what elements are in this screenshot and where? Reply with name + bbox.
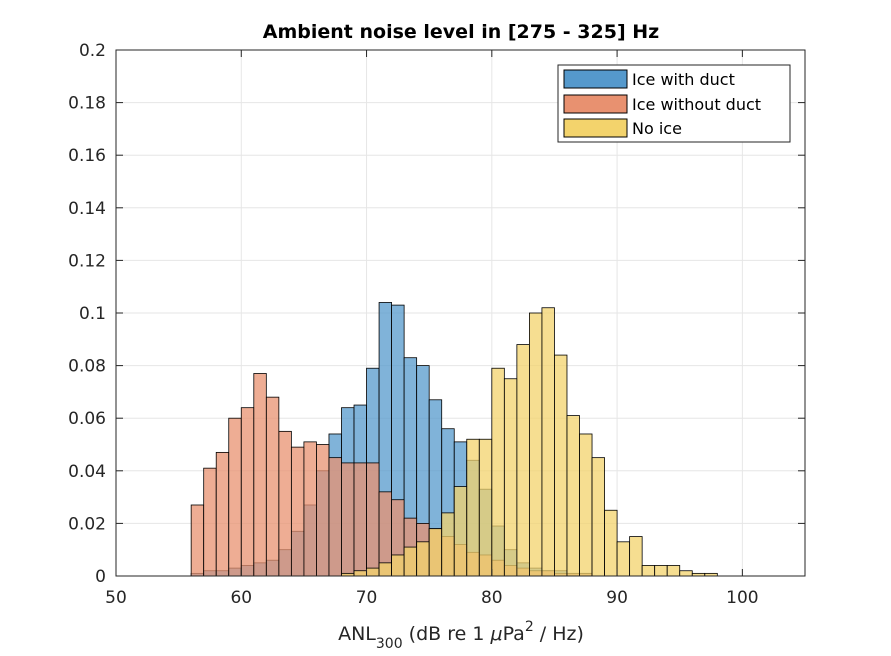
- histogram-bar: [240, 407, 255, 577]
- histogram-bar: [353, 570, 367, 577]
- histogram-bar: [366, 462, 380, 577]
- histogram-bar: [253, 373, 267, 577]
- histogram-bar: [203, 467, 217, 577]
- x-axis-label-unit: Pa: [503, 623, 525, 645]
- histogram-bar: [541, 307, 555, 577]
- legend-label-ice-with-duct: Ice with duct: [632, 70, 735, 89]
- histogram-bar: [516, 344, 530, 577]
- histogram-bar: [378, 562, 392, 577]
- histogram-bar: [654, 565, 668, 577]
- x-tick-label: 50: [105, 588, 127, 608]
- histogram-bar: [303, 441, 317, 577]
- y-tick-label: 0.06: [68, 409, 106, 429]
- x-tick-label: 100: [726, 588, 758, 608]
- legend-label-no-ice: No ice: [632, 119, 682, 138]
- series-no-ice: [341, 307, 718, 577]
- y-tick-label: 0.14: [68, 199, 106, 219]
- y-tick-label: 0.16: [68, 146, 106, 166]
- histogram-bar: [529, 312, 543, 577]
- histogram-bar: [265, 396, 280, 577]
- x-axis-label-suffix: / Hz): [534, 623, 584, 645]
- x-tick-label: 70: [356, 588, 378, 608]
- histogram-bar: [503, 378, 518, 577]
- tick-marks: [115, 49, 805, 577]
- chart-title: Ambient noise level in [275 - 325] Hz: [263, 21, 659, 43]
- histogram-bar: [228, 417, 242, 577]
- legend-label-ice-without-duct: Ice without duct: [632, 95, 761, 114]
- bars-layer: [190, 302, 718, 577]
- histogram-bar: [641, 565, 656, 577]
- histogram-bar: [591, 457, 605, 577]
- x-tick-label: 60: [230, 588, 252, 608]
- histogram-bar: [428, 528, 443, 577]
- histogram-bar: [554, 354, 568, 577]
- x-tick-label: 90: [606, 588, 628, 608]
- y-tick-label: 0.1: [79, 304, 106, 324]
- x-axis-label-subscript: 300: [376, 636, 403, 652]
- y-tick-label: 0.02: [68, 514, 106, 534]
- histogram-bar: [491, 367, 505, 577]
- histogram-bar: [290, 446, 305, 577]
- y-tick-label: 0.04: [68, 462, 106, 482]
- legend-swatch-ice-with-duct: [563, 69, 628, 89]
- histogram-bar: [416, 541, 430, 577]
- x-tick-labels: 50 60 70 80 90 100: [105, 588, 758, 608]
- histogram-bar: [616, 541, 631, 577]
- histogram-bar: [679, 570, 693, 577]
- histogram-bar: [604, 509, 618, 577]
- histogram-bar: [391, 554, 405, 577]
- x-axis-label-prefix: (dB re 1: [403, 623, 491, 645]
- y-tick-label: 0.12: [68, 251, 106, 271]
- histogram-bar: [629, 536, 643, 577]
- x-axis-label-main: ANL: [338, 623, 376, 645]
- y-tick-label: 0.18: [68, 94, 106, 114]
- legend-swatch-ice-without-duct: [563, 94, 628, 114]
- histogram-bar: [441, 512, 455, 577]
- y-tick-label: 0.08: [68, 357, 106, 377]
- x-axis-label-superscript: 2: [525, 619, 534, 635]
- histogram-bar: [215, 451, 230, 577]
- y-tick-label: 0.2: [79, 41, 106, 61]
- histogram-bar: [403, 546, 418, 577]
- histogram-bar: [566, 415, 580, 577]
- histogram-bar: [366, 567, 380, 577]
- histogram-bar: [353, 462, 367, 577]
- histogram-bar: [466, 438, 480, 577]
- histogram-bar: [341, 462, 355, 577]
- y-tick-labels: 0 0.02 0.04 0.06 0.08 0.1 0.12 0.14 0.16 0.18 0.2: [68, 41, 106, 587]
- histogram-bar: [190, 504, 205, 577]
- histogram-bar: [316, 444, 330, 577]
- x-axis-label: ANL300 (dB re 1 μPa2 / Hz): [338, 619, 584, 652]
- legend-swatch-no-ice: [563, 118, 628, 138]
- x-tick-label: 80: [481, 588, 503, 608]
- x-axis-label-mu: μ: [489, 623, 502, 645]
- histogram-bar: [328, 457, 342, 577]
- legend: Ice with duct Ice without duct No ice: [557, 64, 791, 143]
- histogram-bar: [478, 438, 493, 577]
- histogram-bar: [453, 486, 468, 577]
- y-tick-label: 0: [95, 567, 106, 587]
- histogram-bar: [278, 430, 292, 577]
- histogram-bar: [579, 433, 593, 577]
- histogram-bar: [666, 565, 681, 577]
